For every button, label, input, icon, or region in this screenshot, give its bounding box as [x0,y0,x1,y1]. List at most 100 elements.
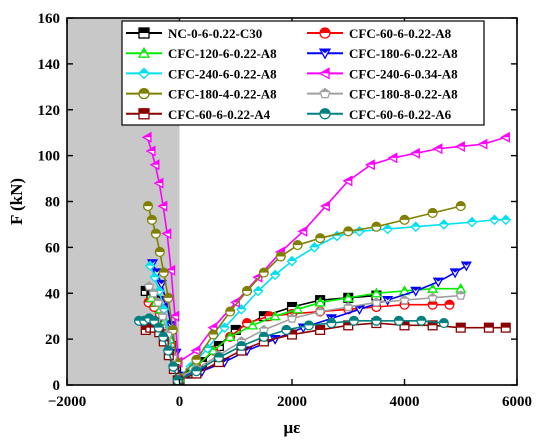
marker-fill [150,160,159,165]
legend-item: CFC-60-6-0.22-A6 [307,107,452,122]
marker-fill [237,337,246,341]
marker-fill [343,176,352,181]
marker-fill [259,268,269,273]
marker-fill [320,49,330,54]
marker-fill [259,332,269,337]
marker-fill [320,88,330,93]
legend-item: CFC-180-6-0.22-A8 [307,46,458,61]
legend-item: CFC-180-8-0.22-A8 [307,87,458,102]
marker-fill [490,215,499,220]
marker-fill [139,68,149,74]
marker-fill [236,341,246,347]
y-tick-label: 160 [38,11,61,27]
legend-label: CFC-180-4-0.22-A8 [168,87,277,102]
marker-fill [416,316,426,321]
marker-fill [343,226,353,232]
marker-fill [461,262,471,266]
marker-fill [143,132,151,138]
legend-label: CFC-120-6-0.22-A8 [168,46,277,61]
data-point [292,303,304,314]
marker-fill [304,320,314,326]
marker-fill [170,311,179,317]
marker-fill [394,316,404,321]
x-tick-label: 2000 [277,394,307,410]
y-tick-label: 20 [45,332,60,348]
marker-fill [147,215,157,220]
x-axis-label: με [284,418,301,437]
marker-fill [287,314,297,318]
series-line [147,205,461,380]
marker-fill [355,305,364,310]
marker-fill [139,28,149,33]
marker-fill [383,296,393,301]
marker-fill [236,304,246,310]
marker-fill [366,160,375,165]
marker-fill [242,286,252,291]
y-axis-label: F (kN) [7,178,26,225]
marker-fill [320,28,330,33]
marker-fill [467,217,477,223]
marker-fill [298,226,307,232]
marker-fill [402,286,407,291]
marker-fill [158,332,168,337]
marker-fill [149,288,158,292]
marker-fill [220,323,229,328]
marker-fill [281,325,291,330]
y-tick-label: 120 [38,103,61,119]
marker-fill [501,132,510,138]
marker-fill [208,323,217,328]
marker-fill [259,325,269,329]
marker-fill [287,256,297,262]
marker-fill [349,316,359,321]
marker-fill [227,332,233,337]
marker-fill [501,323,511,328]
marker-fill [411,287,421,291]
y-tick-label: 0 [53,378,61,394]
marker-fill [456,142,465,147]
x-tick-label: 4000 [390,394,420,410]
marker-fill [484,323,494,328]
marker-fill [208,330,218,335]
legend-label: CFC-60-6-0.22-A6 [349,107,452,122]
marker-fill [372,298,381,302]
series [141,131,510,368]
marker-fill [154,178,163,184]
legend-label: CFC-180-8-0.22-A8 [349,87,458,102]
marker-fill [157,280,166,285]
marker-fill [456,323,466,328]
legend-item: CFC-120-6-0.22-A8 [126,46,277,61]
series [133,313,449,386]
marker-fill [144,281,154,286]
marker-fill [211,346,216,351]
marker-fill [315,307,325,311]
legend-label: CFC-60-6-0.22-A4 [168,107,271,122]
legend-label: CFC-60-6-0.22-A8 [349,26,452,41]
marker-fill [163,346,173,351]
marker-fill [151,229,161,234]
y-tick-label: 100 [38,149,61,165]
marker-fill [270,270,280,275]
marker-fill [400,295,409,299]
legend-label: CFC-180-6-0.22-A8 [349,46,458,61]
marker-fill [191,346,200,351]
marker-fill [149,316,159,321]
x-tick-label: 0 [176,394,184,410]
marker-fill [326,314,336,319]
marker-fill [320,108,330,114]
marker-fill [139,88,149,94]
marker-fill [430,284,435,289]
marker-fill [400,215,409,220]
marker-fill [231,325,241,330]
marker-fill [191,366,201,372]
marker-fill [259,311,269,317]
legend-item: CFC-240-6-0.34-A8 [307,66,458,81]
marker-fill [374,288,379,293]
marker-fill [433,278,443,282]
marker-fill [150,272,160,278]
marker-fill [265,311,274,317]
marker-fill [145,261,155,266]
marker-fill [287,330,297,335]
marker-fill [400,320,409,326]
marker-fill [326,318,336,324]
marker-fill [428,208,438,213]
